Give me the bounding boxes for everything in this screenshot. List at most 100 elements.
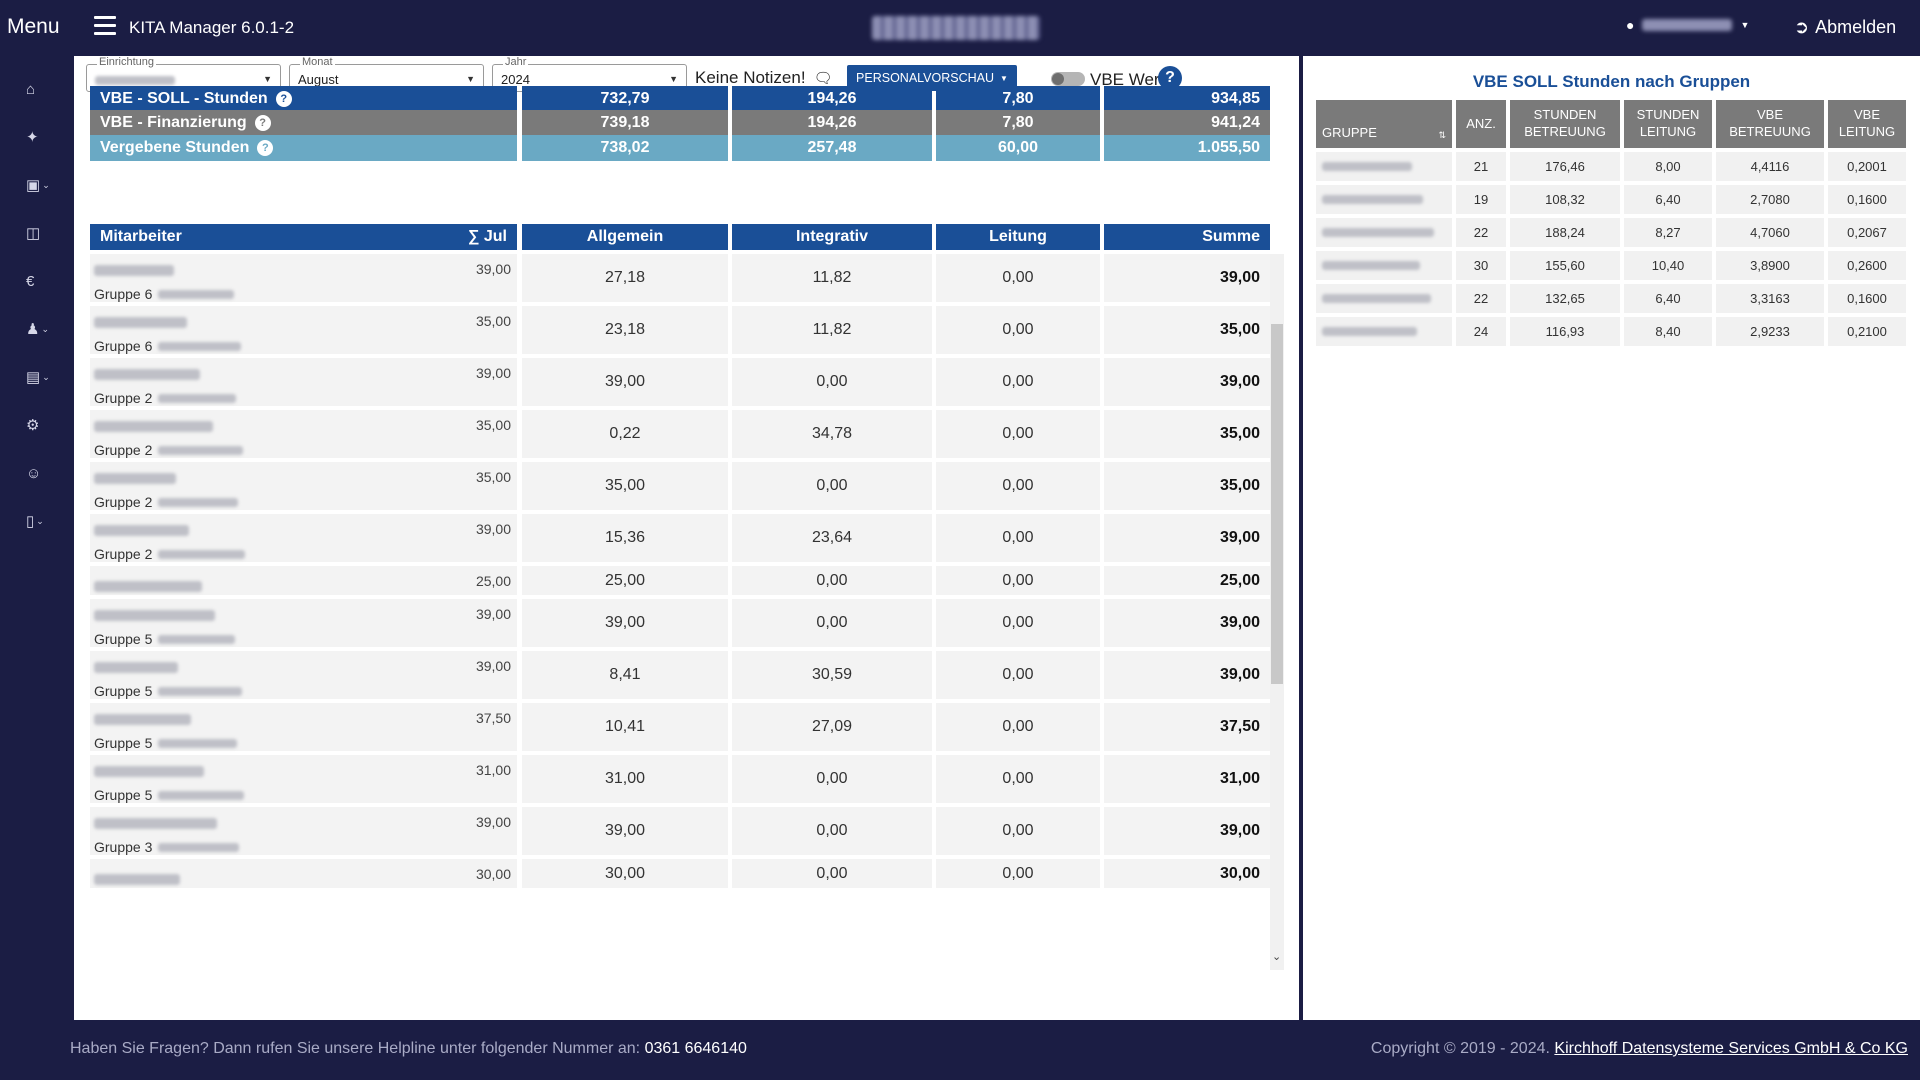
leitung-cell: 0,00 xyxy=(936,755,1100,803)
notes-indicator[interactable]: Keine Notizen! 🗨 xyxy=(695,68,833,88)
menu-label[interactable]: Menu xyxy=(7,15,60,38)
header-stunden-leitung[interactable]: STUNDEN LEITUNG xyxy=(1624,100,1712,148)
tablet-icon[interactable]: ▯ ⌄ xyxy=(26,513,44,530)
group-sb-cell: 176,46 xyxy=(1510,152,1620,181)
summary-value: 941,24 xyxy=(1104,110,1270,136)
staff-table-body: Gruppe 6 39,00 27,18 11,82 0,00 39,00 Gruppe 6… xyxy=(90,254,1270,970)
summary-value: 60,00 xyxy=(936,135,1100,161)
caret-down-icon: ▼ xyxy=(1000,73,1008,83)
groups-panel: VBE SOLL Stunden nach Gruppen GRUPPE ⇅ A… xyxy=(1303,56,1920,1020)
database-icon[interactable]: ◫ xyxy=(26,225,41,242)
summary-label: VBE - Finanzierung? xyxy=(90,110,517,136)
allgemein-cell: 35,00 xyxy=(522,462,728,510)
table-row[interactable]: Gruppe 5 39,00 39,00 0,00 0,00 39,00 xyxy=(90,599,1270,651)
header-summe[interactable]: Summe xyxy=(1104,224,1270,250)
table-row[interactable]: Gruppe 2 35,00 0,22 34,78 0,00 35,00 xyxy=(90,410,1270,462)
employee-cell: Gruppe 6 39,00 xyxy=(90,254,517,302)
table-row[interactable]: Gruppe 6 35,00 23,18 11,82 0,00 35,00 xyxy=(90,306,1270,358)
table-row[interactable]: Gruppe 5 37,50 10,41 27,09 0,00 37,50 xyxy=(90,703,1270,755)
help-icon[interactable]: ? xyxy=(254,115,271,131)
leitung-cell: 0,00 xyxy=(936,254,1100,302)
group-vb-cell: 2,7080 xyxy=(1716,185,1824,214)
table-scrollbar[interactable]: ⌄ xyxy=(1270,254,1284,970)
group-sb-cell: 132,65 xyxy=(1510,284,1620,313)
logout-button[interactable]: ➲ Abmelden xyxy=(1794,17,1896,38)
hamburger-icon[interactable] xyxy=(94,16,116,36)
header-allgemein[interactable]: Allgemein xyxy=(522,224,728,250)
table-row[interactable]: Gruppe 5 31,00 31,00 0,00 0,00 31,00 xyxy=(90,755,1270,807)
einrichtung-label: Einrichtung xyxy=(97,56,157,68)
gears-icon[interactable]: ⚙ xyxy=(26,417,40,434)
group-sl-cell: 8,40 xyxy=(1624,317,1712,346)
employee-cell: Gruppe 2 35,00 xyxy=(90,462,517,510)
employee-group: Gruppe 2 xyxy=(94,546,246,562)
leitung-cell: 0,00 xyxy=(936,807,1100,855)
scroll-thumb[interactable] xyxy=(1271,324,1283,684)
group-name-cell xyxy=(1316,251,1452,280)
sort-icon: ⇅ xyxy=(1438,130,1446,141)
employee-hours: 30,00 xyxy=(475,866,511,882)
scroll-down-icon[interactable]: ⌄ xyxy=(1272,951,1282,963)
header-anz[interactable]: ANZ. xyxy=(1456,100,1506,148)
table-row[interactable]: Gruppe 5 39,00 8,41 30,59 0,00 39,00 xyxy=(90,651,1270,703)
summe-cell: 35,00 xyxy=(1104,462,1270,510)
summary-value: 738,02 xyxy=(522,135,728,161)
help-icon[interactable]: ? xyxy=(257,140,274,156)
integrativ-cell: 0,00 xyxy=(732,807,932,855)
table-row[interactable]: Gruppe 2 39,00 15,36 23,64 0,00 39,00 xyxy=(90,514,1270,566)
employee-name xyxy=(94,366,200,384)
group-vb-cell: 4,7060 xyxy=(1716,218,1824,247)
table-row[interactable]: Gruppe 2 39,00 39,00 0,00 0,00 39,00 xyxy=(90,358,1270,410)
employee-name xyxy=(94,314,187,332)
group-vb-cell: 3,8900 xyxy=(1716,251,1824,280)
list-icon[interactable]: ▤ ⌄ xyxy=(26,369,50,386)
allgemein-cell: 0,22 xyxy=(522,410,728,458)
group-name-cell xyxy=(1316,284,1452,313)
header-vbe-leitung[interactable]: VBE LEITUNG xyxy=(1828,100,1906,148)
euro-icon[interactable]: € xyxy=(26,272,35,290)
allgemein-cell: 39,00 xyxy=(522,599,728,647)
home-icon[interactable]: ⌂ xyxy=(26,80,36,98)
employee-group: Gruppe 6 xyxy=(94,286,235,302)
help-icon[interactable]: ? xyxy=(275,91,292,107)
group-sl-cell: 10,40 xyxy=(1624,251,1712,280)
einrichtung-value xyxy=(95,72,175,87)
integrativ-cell: 0,00 xyxy=(732,599,932,647)
allgemein-cell: 25,00 xyxy=(522,566,728,595)
main-panel: Einrichtung ▼ Monat August ▼ Jahr 2024 ▼… xyxy=(74,56,1299,1020)
header-vbe-betreuung[interactable]: VBE BETREUUNG xyxy=(1716,100,1824,148)
header-mitarbeiter[interactable]: Mitarbeiter ∑ Jul xyxy=(90,224,517,250)
table-row[interactable]: Gruppe 6 39,00 27,18 11,82 0,00 39,00 xyxy=(90,254,1270,306)
employee-cell: Gruppe 2 39,00 xyxy=(90,514,517,562)
table-row[interactable]: Gruppe 2 35,00 35,00 0,00 0,00 35,00 xyxy=(90,462,1270,514)
table-row[interactable]: 30,00 30,00 0,00 0,00 30,00 xyxy=(90,859,1270,892)
group-vl-cell: 0,1600 xyxy=(1828,284,1906,313)
integrativ-cell: 0,00 xyxy=(732,859,932,888)
vbe-toggle[interactable] xyxy=(1051,72,1085,86)
caret-down-icon: ▼ xyxy=(263,74,272,84)
user-settings-icon[interactable]: ♟ ⌄ xyxy=(26,321,49,338)
child-icon[interactable]: ✦ xyxy=(26,129,39,146)
employee-cell: 30,00 xyxy=(90,859,517,888)
header-integrativ[interactable]: Integrativ xyxy=(732,224,932,250)
table-row[interactable]: 25,00 25,00 0,00 0,00 25,00 xyxy=(90,566,1270,599)
integrativ-cell: 0,00 xyxy=(732,566,932,595)
employee-hours: 31,00 xyxy=(475,762,511,778)
users-icon[interactable]: ☺ xyxy=(26,464,42,482)
header-gruppe[interactable]: GRUPPE ⇅ xyxy=(1316,100,1452,148)
caret-down-icon: ▼ xyxy=(1740,20,1750,30)
employee-cell: Gruppe 6 35,00 xyxy=(90,306,517,354)
leitung-cell: 0,00 xyxy=(936,703,1100,751)
header-stunden-betreuung[interactable]: STUNDEN BETREUUNG xyxy=(1510,100,1620,148)
leitung-cell: 0,00 xyxy=(936,599,1100,647)
allgemein-cell: 10,41 xyxy=(522,703,728,751)
bank-icon[interactable]: ▣ ⌄ xyxy=(26,177,50,194)
table-row[interactable]: Gruppe 3 39,00 39,00 0,00 0,00 39,00 xyxy=(90,807,1270,859)
sidebar: ⌂ ✦ ▣ ⌄ ◫ € ♟ ⌄ ▤ ⌄ ⚙ ☺ ▯ ⌄ xyxy=(0,56,74,1020)
summary-value: 1.055,50 xyxy=(1104,135,1270,161)
group-sl-cell: 8,00 xyxy=(1624,152,1712,181)
user-menu[interactable]: ● ▼ xyxy=(1626,17,1749,33)
header-leitung[interactable]: Leitung xyxy=(936,224,1100,250)
company-link[interactable]: Kirchhoff Datensysteme Services GmbH & C… xyxy=(1554,1040,1908,1057)
summary-value: 194,26 xyxy=(732,86,932,112)
